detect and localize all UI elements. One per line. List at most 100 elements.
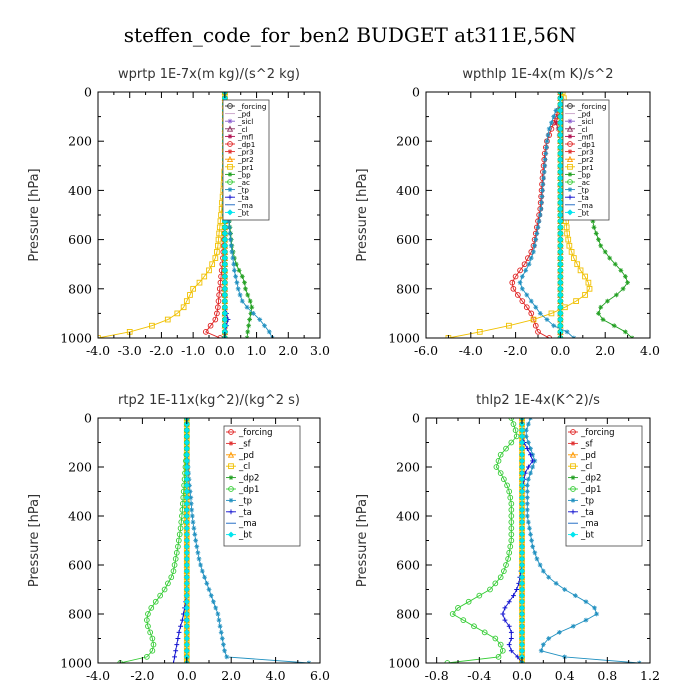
panel-4-series-tp-point [534,556,540,562]
panel-4-series-bt-point [518,506,526,513]
panel-1-legend-label: _pr3 [237,148,254,157]
panel-4-series-dp1-point [503,445,509,452]
panel-2-series-tp-point [546,126,552,132]
panel-3-series-bt-point [183,457,190,464]
panel-4-legend-marker [569,531,577,538]
panel-2-legend-marker [567,149,573,154]
panel-4-legend-entry: _dp2 [568,474,601,484]
panel-2-series-bt-point [557,162,564,169]
panel-1-series-tp-point [262,323,267,329]
panel-3-series-bt-point [183,476,190,483]
panel-3-series-bt-point [183,555,190,562]
panel-1-series-bp-point [245,329,251,335]
panel-4-series-dp1-point [471,623,477,630]
panel-4-legend-label: _bt [580,531,595,541]
panel-1-legend-entry: _bp [225,170,251,179]
panel-3-series-tp-point [199,568,205,574]
panel-2-series-tp-point [542,163,548,169]
panel-3-legend-entry: _dp1 [226,485,259,495]
panel-2-series-bt-point [557,298,564,305]
panel-3-series-dp1-point [178,519,185,525]
panel-1-legend-entry: _pd [225,110,251,119]
panel-3-series-tp-point [211,599,216,605]
panel-4-series-bt-point [518,500,526,507]
panel-4-series-tp-point [562,587,568,592]
panel-2-series-pr1-point [582,273,588,280]
panel-2-series-bp-point [620,286,626,292]
panel-3-series-bt-point [183,610,190,618]
panel-4-ytick-label: 800 [396,607,420,622]
panel-4-series-bt-point [518,586,526,593]
panel-2-series-bt-point [557,291,564,298]
panel-2-legend-entry: _forcing [565,102,606,111]
panel-1-legend-entry: _pr3 [225,148,254,157]
panel-1-xtick-label: 0.0 [215,343,235,358]
panel-2-series-dp1-point [510,285,517,292]
panel-4-series-dp1-point [497,641,504,648]
panel-3-series-dp1-point [161,586,168,593]
panel-3-legend-marker [228,441,234,446]
panel-3-series-tp-point [213,605,219,611]
panel-3-series-bt-point [183,451,190,458]
panel-3-series-ta-point [176,629,182,635]
panel-4-series-bt-point [518,537,526,544]
panel-1-legend-label: _mfl [237,132,253,141]
panel-1-series-bp-point [236,267,242,273]
panel-4-series-tp-point [570,623,576,629]
panel-2-series-pr1-point [548,310,555,317]
panel-2-series-tp-point [541,169,547,175]
panel-2-legend-label: _cl [577,125,588,134]
panel-4-legend-marker [570,441,576,446]
panel-2-series-pr1-point [565,236,572,243]
panel-4-series-tp-point [524,501,530,507]
panel-3-series-tp-point [202,574,207,580]
panel-4-series-dp1-point [492,635,499,642]
panel-2-series-tp-point [536,218,542,224]
panel-2-series-tp-point [543,151,549,156]
panel-4-series-tp-point [540,568,546,574]
panel-4: thlp2 1E-4x(K^2)/s Pressure [hPa] -0.8 -0.4… [355,393,660,683]
panel-1-series-pr1-point [196,279,203,286]
panel-4-legend-marker [570,498,576,503]
panel-2-series-dp1-point [546,335,553,338]
panel-1-legend-label: _ta [237,193,249,202]
panel-3-series-bt-point [183,537,190,544]
panel-1-series-tp-point [226,218,232,224]
panel-4-ytick-label: 0 [412,411,420,426]
panel-3-series-bt-point [183,433,190,440]
panel-4-legend-label: _forcing [580,428,615,438]
panel-2-series-bp-point [598,304,604,310]
panel-3-series-tp-point [218,629,224,635]
panel-3-xtick-label: 4.0 [266,668,286,683]
panel-4-xtick-label: 0.0 [512,668,532,683]
panel-1-legend-label: _forcing [237,102,266,111]
panel-1-series-pr1-point [216,230,222,237]
panel-3-legend-label: _ta [238,508,252,518]
panel-1-legend-marker [226,125,234,132]
panel-3-xtick-label: 0.0 [177,668,197,683]
panel-1-legend-marker [226,155,234,163]
panel-3-legend-label: _pd [238,451,254,461]
panel-1-legend-marker [227,172,233,177]
panel-3-series-bt-point [183,568,190,575]
panel-3-series-tp-point [194,544,200,550]
panel-3-legend: _forcing_sf _pd_cl _dp2_dp1_tp _ta_ma _bt [223,425,301,547]
panel-1-series-dp1-point [214,310,220,317]
panel-2-series-pr1-point [530,316,537,323]
panel-4-series-bt-point [518,457,526,464]
panel-3-series-tp-point [215,611,221,617]
panel-2-series-pr1-point [566,242,573,249]
panel-4-series-bt-point [518,488,526,495]
panel-2-series-tp-point [524,292,530,298]
panel-4-series-dp1-point [465,598,472,605]
panel-1-ytick-label: 400 [68,183,92,198]
panel-1-legend-marker [227,179,233,185]
panel-4-series-tp-point [529,538,534,543]
panel-1-series-bp-point [249,304,255,310]
panel-4-series-tp-point [530,464,536,470]
panel-3-legend-box [223,425,301,547]
panel-2-series-bt-point [557,242,564,249]
panel-4-series-bt-point [518,635,526,642]
panel-2-legend-label: _ac [577,178,590,187]
panel-2-series-tp-point [532,243,538,249]
